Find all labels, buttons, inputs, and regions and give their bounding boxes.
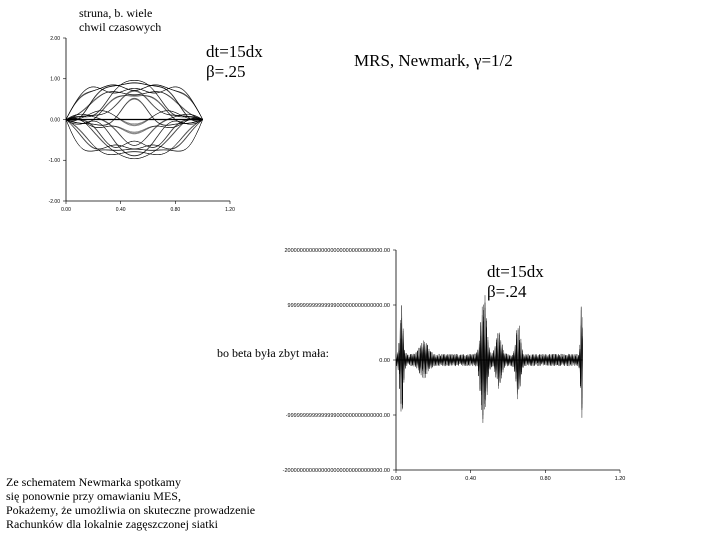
chart2-x-tick-label: 0.40: [465, 476, 476, 482]
bottom-note-line3: Pokażemy, że umożliwia on skuteczne prow…: [6, 503, 256, 517]
chart2-y-tick-label: -9999999999999999000000000000000.00: [286, 413, 390, 419]
chart1-y-tick-label: -2.00: [49, 199, 61, 205]
params-2-beta: β=.24: [487, 282, 527, 301]
top-caption-line1: struna, b. wiele: [79, 6, 153, 20]
chart2-solution-line: [395, 305, 583, 410]
chart1-profile-line: [65, 80, 203, 120]
chart1-profile-line: [65, 119, 203, 155]
chart1-profile-line: [65, 118, 203, 133]
chart1-profile-line: [65, 119, 203, 155]
chart1-x-tick-label: 0.00: [61, 207, 71, 213]
chart1-x-tick-label: 0.40: [116, 207, 126, 213]
params-1-dt: dt=15dx: [206, 42, 263, 61]
chart2-solution-line: [395, 302, 583, 419]
chart1-y-tick-label: 2.00: [50, 36, 60, 42]
chart1-profile-line: [65, 82, 203, 122]
chart2-x-tick-label: 1.20: [615, 476, 626, 482]
chart1-profile-line: [65, 86, 203, 120]
chart2-y-tick-label: 0.00: [379, 358, 390, 364]
chart1-profile-line: [65, 91, 203, 120]
chart2-y-tick-label: 9999999999999999000000000000000.00: [288, 303, 390, 309]
chart1-profile-line: [65, 119, 203, 152]
chart1-y-tick-label: 0.00: [50, 117, 60, 123]
method-label: MRS, Newmark, γ=1/2: [354, 51, 513, 70]
chart2-x-tick-label: 0.80: [540, 476, 551, 482]
chart2-series: [395, 295, 583, 423]
bottom-note: Ze schematem Newmarka spotkamy się ponow…: [6, 475, 255, 531]
chart1-y-tick-label: -1.00: [49, 158, 61, 164]
note-text: bo beta była zbyt mała:: [217, 346, 329, 360]
chart2-solution-line: [395, 304, 583, 410]
chart2-solution-line: [395, 307, 583, 416]
chart1-profile-line: [66, 119, 203, 148]
chart2-x-tick-label: 0.00: [391, 476, 402, 482]
chart1-profile-line: [65, 97, 203, 126]
chart1-profile-line: [65, 114, 203, 146]
chart1-profile-line: [65, 119, 203, 156]
chart1-x-tick-label: 0.80: [170, 207, 180, 213]
bottom-note-line4: Rachunków dla lokalnie zagęszczonej siat…: [6, 517, 218, 531]
params-1-beta: β=.25: [206, 62, 246, 81]
chart1-profile-line: [65, 91, 203, 120]
chart1-profile-line: [65, 84, 203, 120]
chart1-series: [65, 80, 203, 159]
params-2: dt=15dx β=.24: [487, 262, 544, 302]
chart2-solution-line: [395, 295, 583, 423]
chart1-x-tick-label: 1.20: [225, 207, 235, 213]
top-caption: struna, b. wiele chwil czasowych: [79, 6, 161, 34]
chart2-y-tick-label: 20000000000000000000000000000000.00: [284, 248, 390, 254]
chart1-profile-line: [65, 95, 203, 124]
top-caption-line2: chwil czasowych: [79, 20, 162, 34]
chart1-y-tick-label: 1.00: [50, 77, 60, 83]
params-1: dt=15dx β=.25: [206, 42, 263, 82]
bottom-note-line2: się ponownie przy omawianiu MES,: [6, 489, 181, 503]
chart2-y-tick-label: -20000000000000000000000000000000.00: [283, 468, 390, 474]
bottom-note-line1: Ze schematem Newmarka spotkamy: [6, 475, 181, 489]
chart1-profile-line: [65, 119, 203, 150]
chart1-profile-line: [65, 110, 203, 127]
chart1-profile-line: [65, 118, 203, 159]
params-2-dt: dt=15dx: [487, 262, 544, 281]
